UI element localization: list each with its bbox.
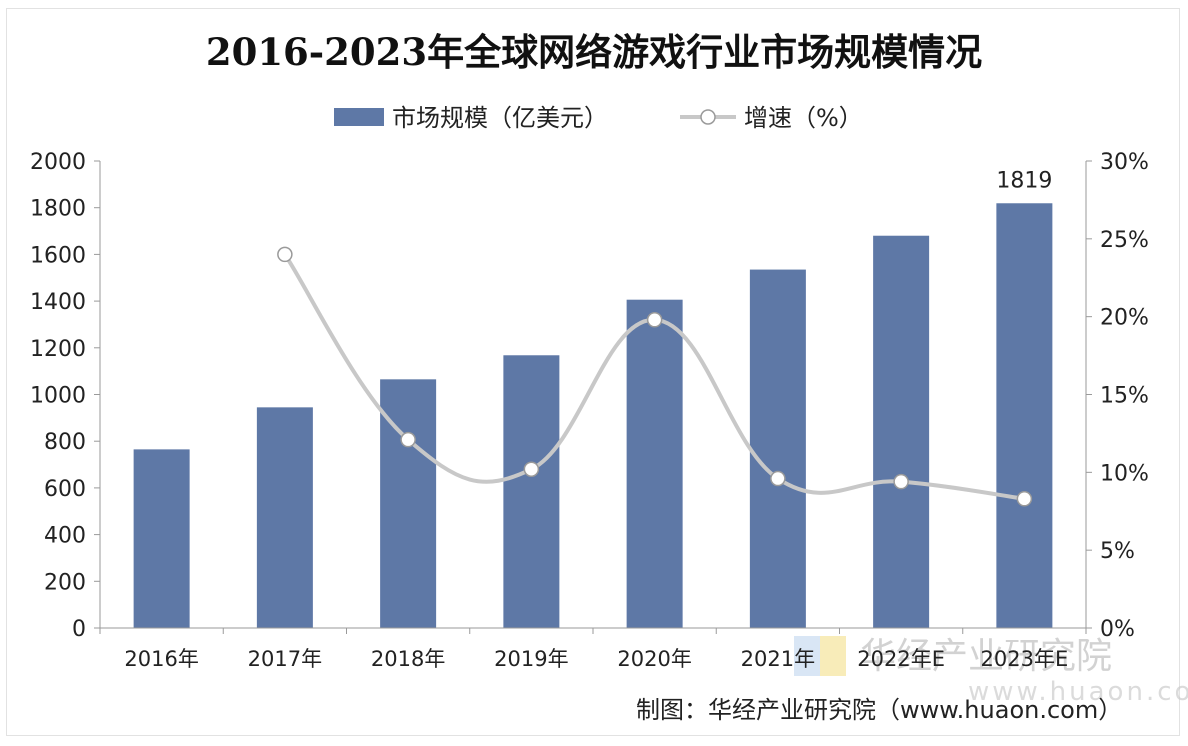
bar-0 [133, 449, 190, 628]
growth-point-2 [400, 431, 416, 448]
y-left-tick-label: 1600 [30, 243, 86, 268]
bar-1 [256, 407, 313, 628]
y-right-tick-label: 10% [1100, 461, 1149, 486]
x-tick-label: 2023年E [981, 647, 1069, 671]
growth-point-5 [770, 470, 786, 487]
y-right-tick-label: 30% [1100, 150, 1149, 175]
chart-frame [6, 8, 1180, 736]
watermark-url: www.huaon.com [968, 677, 1188, 707]
watermark-logo-block-yellow [820, 636, 846, 676]
y-left-tick-label: 1000 [30, 384, 86, 409]
x-tick-label: 2018年 [371, 647, 445, 671]
watermark-logo-block-blue [794, 636, 820, 676]
source-note: 制图：华经产业研究院（www.huaon.com） [636, 696, 1123, 724]
growth-point-6 [893, 473, 909, 490]
y-left-tick-label: 800 [44, 430, 86, 455]
y-left-tick-label: 0 [72, 617, 86, 642]
growth-point-1 [277, 246, 293, 263]
y-left-tick-label: 600 [44, 477, 86, 502]
legend-line-label: 增速（%） [744, 104, 863, 132]
y-left-tick-label: 1800 [30, 197, 86, 222]
y-right-tick-label: 0% [1100, 617, 1135, 642]
x-tick-label: 2017年 [248, 647, 322, 671]
data-label: 1819 [996, 168, 1052, 193]
growth-point-3 [523, 461, 540, 477]
y-left-tick-label: 1400 [30, 290, 86, 315]
y-right-tick-label: 25% [1100, 228, 1149, 253]
bar-6 [873, 235, 930, 628]
x-tick-label: 2020年 [617, 647, 691, 671]
legend-line-marker [700, 109, 716, 125]
x-tick-label: 2022年E [857, 647, 945, 671]
legend-bar-label: 市场规模（亿美元） [392, 104, 608, 132]
x-tick-label: 2016年 [124, 647, 198, 671]
y-left-tick-label: 400 [44, 524, 86, 549]
y-left-tick-label: 2000 [30, 150, 86, 175]
y-right-tick-label: 20% [1100, 306, 1149, 331]
growth-point-4 [646, 312, 663, 328]
bar-4 [626, 299, 683, 628]
legend-bar-swatch [334, 108, 384, 126]
y-left-tick-label: 1200 [30, 337, 86, 362]
x-tick-label: 2021年 [741, 647, 815, 671]
y-left-tick-label: 200 [44, 570, 86, 595]
growth-line [282, 252, 1027, 501]
x-tick-label: 2019年 [494, 647, 568, 671]
bar-3 [503, 355, 560, 628]
watermark-text: 华经产业研究院 [860, 636, 1112, 677]
y-right-tick-label: 5% [1100, 539, 1135, 564]
chart-title: 2016-2023年全球网络游戏行业市场规模情况 [205, 30, 983, 74]
y-right-tick-label: 15% [1100, 384, 1149, 409]
growth-point-7 [1016, 491, 1033, 507]
bar-7 [996, 203, 1053, 629]
bar-5 [749, 269, 806, 628]
